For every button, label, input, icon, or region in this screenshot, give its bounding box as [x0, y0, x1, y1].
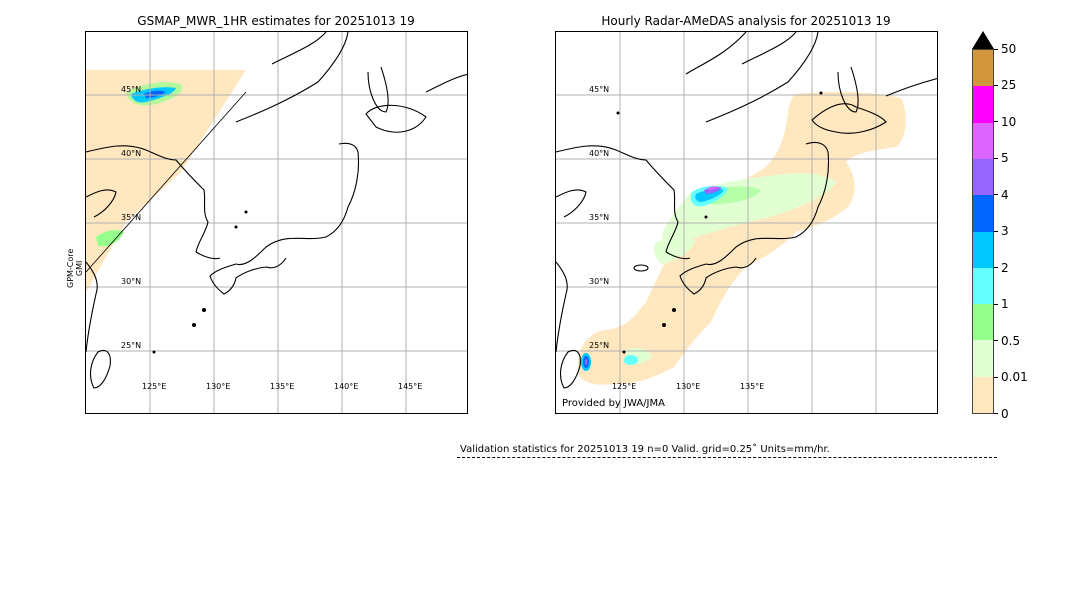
lon-label-140: 140°E	[334, 382, 359, 391]
right-map-title: Hourly Radar-AMeDAS analysis for 2025101…	[601, 14, 891, 28]
gsmap-map-canvas	[86, 32, 467, 413]
gsmap-estimate-map: 45°N 40°N 35°N 30°N 25°N 125°E 130°E 135…	[85, 31, 468, 414]
colorbar-label-10: 10	[1001, 115, 1017, 129]
colorbar-label-2: 2	[1001, 261, 1009, 275]
lat-label-25: 25°N	[121, 341, 142, 350]
colorbar-seg-3	[973, 267, 993, 305]
colorbar-tick	[994, 49, 998, 50]
colorbar-label-1: 1	[1001, 297, 1009, 311]
colorbar-extend-arrow	[972, 31, 994, 49]
data-credit: Provided by JWA/JMA	[562, 398, 665, 409]
left-map-title: GSMAP_MWR_1HR estimates for 20251013 19	[137, 14, 415, 28]
lat-label-30: 30°N	[121, 277, 142, 286]
lon-label-135: 135°E	[270, 382, 295, 391]
colorbar-label-0.5: 0.5	[1001, 334, 1021, 348]
colorbar	[972, 49, 994, 414]
colorbar-label-4: 4	[1001, 188, 1009, 202]
lat-label-40: 40°N	[121, 149, 142, 158]
colorbar-seg-1	[973, 340, 993, 377]
colorbar-seg-4	[973, 231, 993, 268]
colorbar-tick	[994, 267, 998, 268]
colorbar-tick	[994, 413, 998, 414]
radar-map-canvas	[556, 32, 937, 413]
colorbar-tick	[994, 85, 998, 86]
lon-label-145: 145°E	[398, 382, 423, 391]
validation-statistics: Validation statistics for 20251013 19 n=…	[460, 444, 830, 455]
colorbar-label-3: 3	[1001, 224, 1009, 238]
colorbar-tick	[994, 340, 998, 341]
lat-label-35: 35°N	[589, 213, 610, 222]
lat-label-35: 35°N	[121, 213, 142, 222]
colorbar-seg-9	[973, 50, 993, 87]
colorbar-label-50: 50	[1001, 42, 1017, 56]
lon-label-125: 125°E	[612, 382, 637, 391]
colorbar-seg-7	[973, 122, 993, 159]
satellite-sensor-label: GPM-Core GMI	[66, 249, 84, 288]
sensor-line-2: GMI	[75, 260, 84, 277]
radar-amedas-map: 45°N 40°N 35°N 30°N 25°N 125°E 130°E 135…	[555, 31, 938, 414]
colorbar-label-0.01: 0.01	[1001, 370, 1028, 384]
colorbar-seg-2	[973, 304, 993, 341]
colorbar-seg-5	[973, 195, 993, 232]
colorbar-tick	[994, 121, 998, 122]
colorbar-seg-0	[973, 376, 993, 413]
sensor-line-1: GPM-Core	[66, 248, 75, 288]
lat-label-30: 30°N	[589, 277, 610, 286]
colorbar-tick	[994, 231, 998, 232]
colorbar-tick	[994, 194, 998, 195]
lon-label-125: 125°E	[142, 382, 167, 391]
colorbar-seg-8	[973, 86, 993, 123]
lon-label-130: 130°E	[206, 382, 231, 391]
colorbar-label-25: 25	[1001, 78, 1017, 92]
lon-label-130: 130°E	[676, 382, 701, 391]
lat-label-40: 40°N	[589, 149, 610, 158]
colorbar-tick	[994, 377, 998, 378]
colorbar-label-5: 5	[1001, 151, 1009, 165]
lat-label-45: 45°N	[121, 85, 142, 94]
lon-label-135: 135°E	[740, 382, 765, 391]
lat-label-25: 25°N	[589, 341, 610, 350]
colorbar-tick	[994, 304, 998, 305]
colorbar-seg-6	[973, 158, 993, 196]
validation-divider	[457, 457, 997, 458]
colorbar-tick	[994, 158, 998, 159]
colorbar-label-0: 0	[1001, 407, 1009, 421]
lat-label-45: 45°N	[589, 85, 610, 94]
